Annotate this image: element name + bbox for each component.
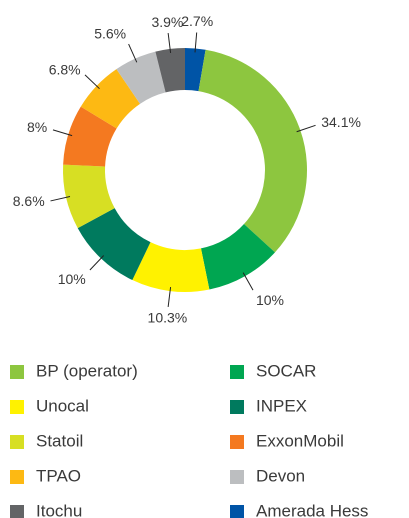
data-label: 6.8% [49, 61, 81, 77]
legend-label: Devon [256, 466, 305, 485]
legend-label: SOCAR [256, 361, 316, 380]
legend-swatch [230, 470, 244, 484]
donut-segment [185, 48, 206, 92]
legend-label: Statoil [36, 431, 83, 450]
donut-segment [80, 69, 141, 129]
data-label: 3.9% [151, 14, 183, 30]
data-label: 5.6% [94, 25, 126, 41]
legend-label: Amerada Hess [256, 501, 368, 518]
legend-swatch [10, 435, 24, 449]
leader-line [194, 32, 198, 53]
legend-swatch [10, 365, 24, 379]
data-label: 8% [27, 119, 47, 135]
donut-segment [63, 106, 117, 167]
legend-label: TPAO [36, 466, 81, 485]
legend-swatch [10, 400, 24, 414]
leader-line [167, 32, 172, 53]
legend-swatch [230, 400, 244, 414]
leader-line [50, 195, 71, 202]
data-label: 10% [58, 271, 86, 287]
legend-swatch [230, 435, 244, 449]
donut-segment [77, 208, 151, 281]
donut-segment [116, 51, 166, 104]
leader-line [128, 43, 138, 63]
donut-segment [198, 49, 307, 253]
legend-label: BP (operator) [36, 361, 138, 380]
donut-segment [132, 242, 210, 292]
legend-label: Unocal [36, 396, 89, 415]
legend-swatch [230, 365, 244, 379]
data-label: 10.3% [148, 310, 188, 326]
leader-line [167, 287, 172, 308]
data-label: 10% [256, 292, 284, 308]
legend-label: ExxonMobil [256, 431, 344, 450]
legend-label: INPEX [256, 396, 307, 415]
data-label: 8.6% [13, 193, 45, 209]
legend-swatch [230, 505, 244, 518]
leader-line [242, 272, 254, 291]
leader-line [52, 129, 73, 137]
data-label: 2.7% [181, 13, 213, 29]
data-label: 34.1% [321, 114, 361, 130]
leader-line [84, 74, 100, 90]
donut-segment [62, 164, 115, 229]
legend-swatch [10, 505, 24, 518]
legend-label: Itochu [36, 501, 82, 518]
donut-segment [155, 48, 185, 93]
leader-line [89, 255, 105, 271]
leader-line [296, 124, 316, 133]
donut-segment [200, 224, 275, 290]
legend-swatch [10, 470, 24, 484]
